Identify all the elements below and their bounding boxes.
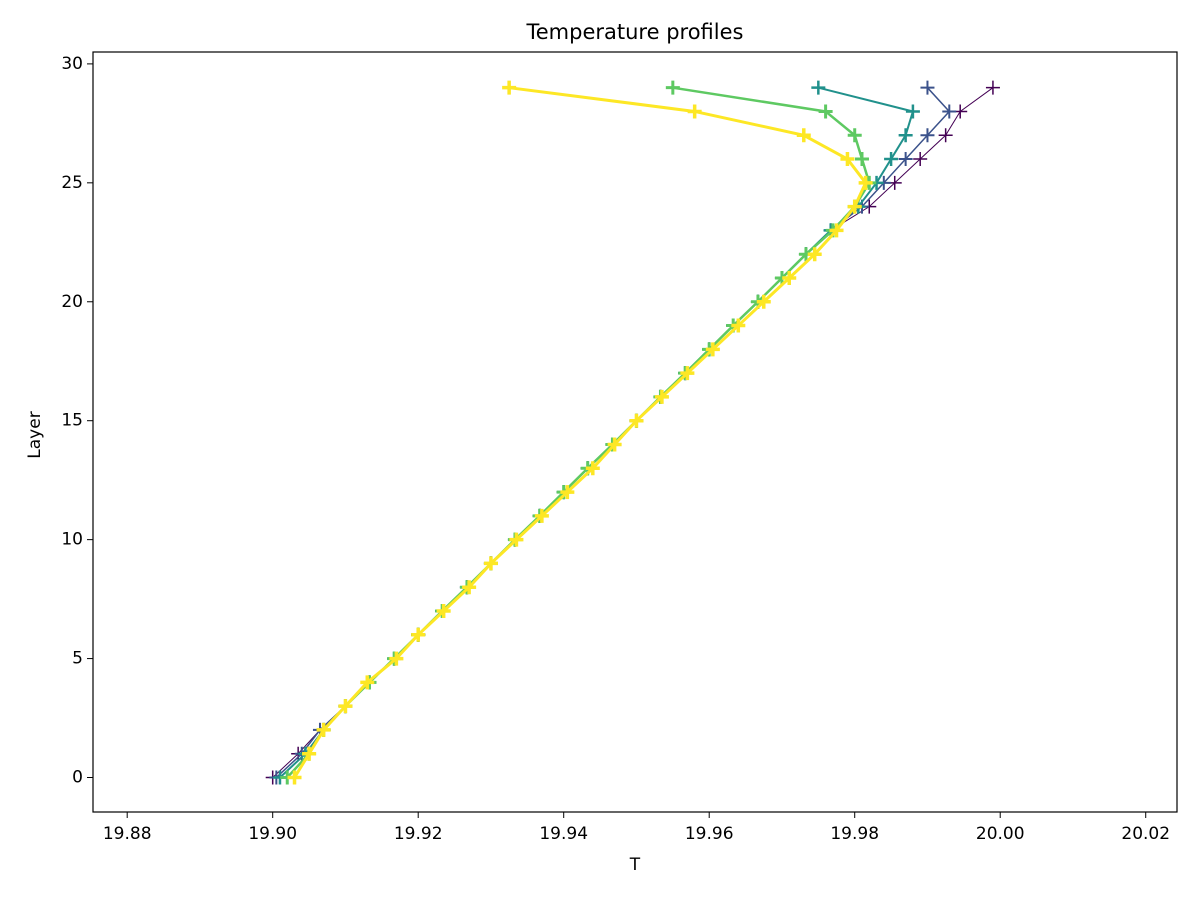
marker	[796, 128, 811, 143]
marker	[756, 294, 771, 309]
marker	[938, 128, 953, 143]
marker	[829, 223, 844, 238]
marker	[818, 104, 833, 119]
y-tick-label: 30	[61, 54, 83, 74]
marker	[807, 247, 822, 262]
marker	[687, 104, 702, 119]
x-tick-label: 19.88	[103, 824, 152, 844]
marker	[665, 80, 680, 95]
marker	[502, 80, 517, 95]
marker	[436, 603, 451, 618]
marker	[905, 104, 920, 119]
marker	[942, 104, 957, 119]
marker	[411, 627, 426, 642]
marker	[847, 199, 862, 214]
series	[265, 80, 1000, 785]
marker	[534, 508, 549, 523]
marker	[913, 152, 928, 167]
marker	[920, 80, 935, 95]
x-tick-label: 19.90	[248, 824, 297, 844]
marker	[811, 80, 826, 95]
x-tick-label: 19.92	[394, 824, 443, 844]
marker	[854, 152, 869, 167]
marker	[287, 770, 302, 785]
marker	[840, 152, 855, 167]
y-tick-label: 15	[61, 411, 83, 431]
y-axis-label: Layer	[25, 411, 45, 458]
x-tick-label: 20.00	[976, 824, 1025, 844]
marker	[858, 175, 873, 190]
series	[287, 80, 873, 785]
chart-title: Temperature profiles	[526, 20, 744, 44]
plot-frame	[92, 51, 1178, 813]
marker	[389, 651, 404, 666]
y-tick-label: 0	[72, 768, 83, 788]
marker	[782, 270, 797, 285]
profile-line	[293, 86, 868, 779]
y-tick-label: 20	[61, 292, 83, 312]
marker	[884, 152, 899, 167]
x-tick-label: 19.98	[830, 824, 879, 844]
marker	[360, 675, 375, 690]
marker	[585, 461, 600, 476]
marker	[302, 746, 317, 761]
x-tick-label: 19.96	[685, 824, 734, 844]
marker	[680, 366, 695, 381]
marker	[462, 580, 477, 595]
marker	[483, 556, 498, 571]
marker	[898, 152, 913, 167]
marker	[629, 413, 644, 428]
y-tick-label: 25	[61, 173, 83, 193]
marker	[338, 699, 353, 714]
profile-line	[286, 86, 871, 779]
x-tick-label: 20.02	[1121, 824, 1170, 844]
marker	[509, 532, 524, 547]
profile-line	[272, 87, 994, 778]
marker	[607, 437, 622, 452]
marker	[560, 485, 575, 500]
marker	[847, 128, 862, 143]
y-tick-label: 10	[61, 530, 83, 550]
marker	[920, 128, 935, 143]
marker	[985, 80, 1000, 95]
marker	[731, 318, 746, 333]
x-tick-label: 19.94	[539, 824, 588, 844]
marker	[316, 722, 331, 737]
marker	[898, 128, 913, 143]
marker	[654, 389, 669, 404]
x-axis-label: T	[629, 855, 641, 875]
profile-line	[279, 86, 915, 779]
y-tick-label: 5	[72, 649, 83, 669]
marker	[705, 342, 720, 357]
